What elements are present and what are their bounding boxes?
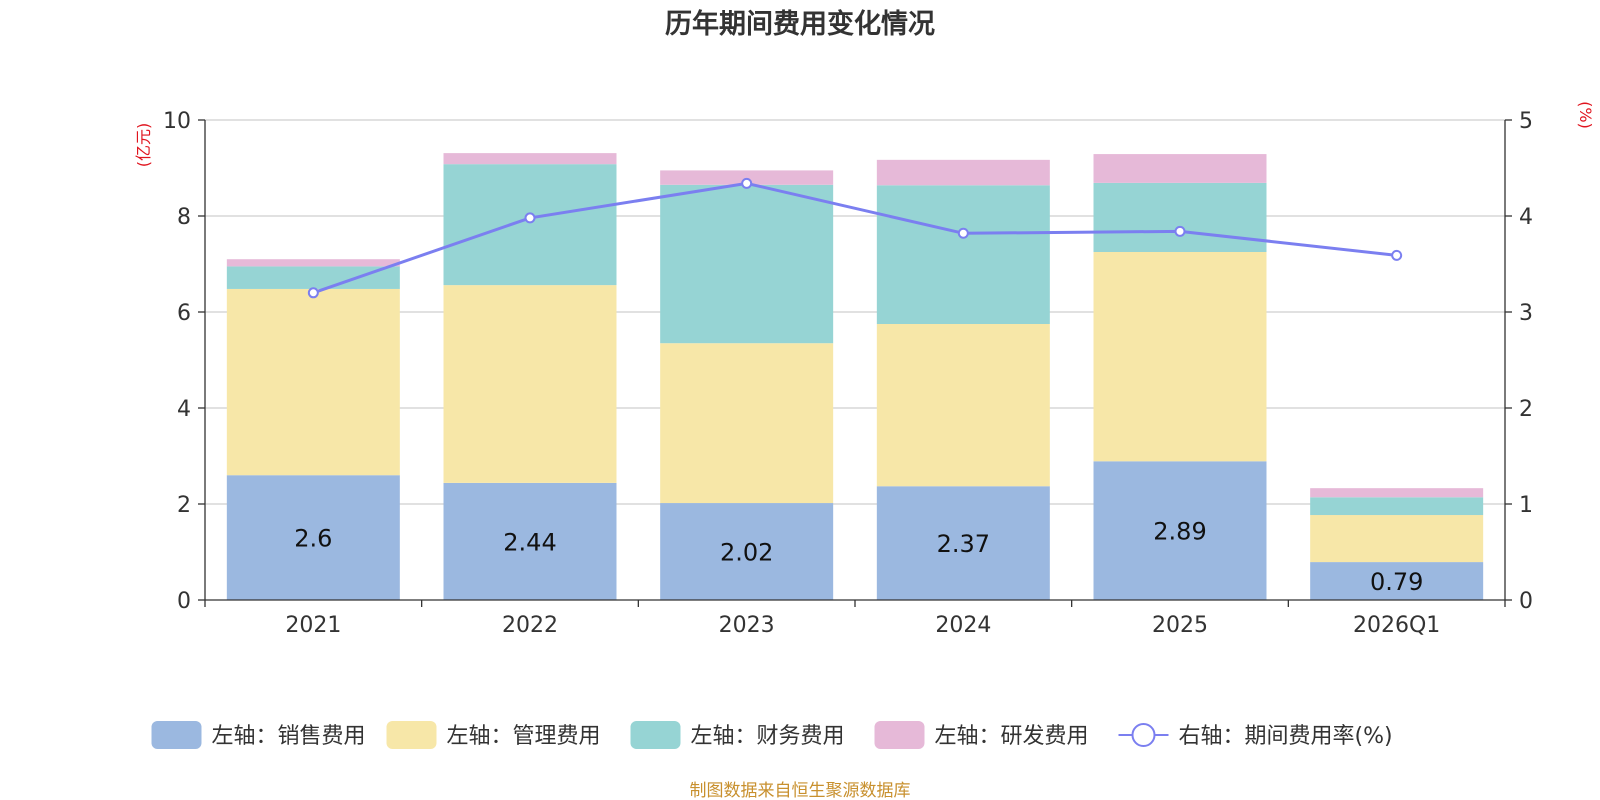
bar-segment	[226, 288, 400, 476]
left-axis-tick-label: 6	[177, 301, 191, 326]
axes: 0 2 4 6 8 10 0 1 2 3 4 5 2021 2022 2023 2024 2025 2026Q1	[163, 109, 1533, 638]
right-axis-tick-label: 4	[1519, 205, 1533, 230]
bar-segment	[1310, 488, 1484, 498]
right-axis-tick-label: 1	[1519, 493, 1533, 518]
bar-segment	[1310, 562, 1484, 600]
bar-group: 2.6 2.44 2.02 2.37 2.89 0.79	[226, 153, 1484, 600]
rate-line-point	[1174, 225, 1186, 237]
left-axis-tick-label: 10	[163, 109, 191, 134]
bar-segment	[876, 486, 1050, 600]
x-axis-tick-label: 2023	[719, 613, 775, 638]
bar-data-label: 2.44	[503, 528, 556, 556]
left-axis-tick-label: 0	[177, 589, 191, 614]
bar-segment	[443, 153, 617, 165]
bar-segment	[660, 170, 834, 185]
bar-segment	[660, 343, 834, 504]
x-axis-tick-label: 2024	[935, 613, 991, 638]
rate-line-point	[1391, 249, 1403, 261]
legend-marker-icon	[1131, 723, 1156, 747]
source-note: 制图数据来自恒生聚源数据库	[690, 781, 911, 800]
left-axis-unit: (亿元)	[134, 123, 153, 168]
x-axis-tick-label: 2025	[1152, 613, 1208, 638]
left-axis-tick-label: 2	[177, 493, 191, 518]
right-axis-tick-label: 5	[1519, 109, 1533, 134]
rate-line-point	[957, 227, 969, 239]
rate-line-point	[307, 287, 319, 299]
left-axis-tick-label: 8	[177, 205, 191, 230]
bar-segment	[1310, 497, 1484, 516]
legend-label: 右轴：期间费用率(%)	[1179, 724, 1393, 749]
legend-swatch	[874, 721, 925, 749]
bar-segment	[1310, 515, 1484, 563]
legend: 左轴：销售费用 左轴：管理费用 左轴：财务费用 左轴：研发费用 右轴：期间费用率(%)	[151, 721, 1393, 749]
x-axis-tick-label: 2022	[502, 613, 558, 638]
legend-label: 左轴：管理费用	[447, 724, 601, 749]
rate-line-group	[307, 177, 1403, 299]
gridlines	[205, 119, 1505, 505]
bar-segment	[443, 164, 617, 286]
bar-segment	[876, 185, 1050, 324]
legend-label: 左轴：财务费用	[691, 724, 845, 749]
legend-swatch	[630, 721, 681, 749]
rate-line-point	[741, 177, 753, 189]
bar-segment	[660, 503, 834, 600]
bar-data-label: 2.89	[1153, 518, 1206, 546]
bar-segment	[660, 184, 834, 344]
bar-segment	[226, 266, 400, 289]
x-axis-tick-label: 2026Q1	[1353, 613, 1440, 638]
bar-segment	[876, 159, 1050, 186]
legend-label: 左轴：销售费用	[212, 724, 366, 749]
x-axis-tick-label: 2021	[285, 613, 341, 638]
legend-label: 左轴：研发费用	[935, 724, 1089, 749]
bar-segment	[1093, 182, 1267, 252]
bar-segment	[226, 259, 400, 267]
right-axis-unit: (%)	[1576, 101, 1595, 129]
bar-data-label: 2.37	[937, 530, 990, 558]
bar-segment	[1093, 461, 1267, 600]
bar-segment	[1093, 154, 1267, 183]
chart-title: 历年期间费用变化情况	[665, 8, 935, 40]
right-axis-tick-label: 0	[1519, 589, 1533, 614]
legend-swatch	[386, 721, 437, 749]
rate-line	[312, 181, 1397, 295]
bar-segment	[443, 482, 617, 600]
bar-data-label: 2.6	[294, 525, 332, 553]
left-axis-tick-label: 4	[177, 397, 191, 422]
bar-segment	[443, 285, 617, 483]
bar-data-label: 2.02	[720, 539, 773, 567]
right-axis-tick-label: 2	[1519, 397, 1533, 422]
legend-swatch	[151, 721, 202, 749]
rate-line-point	[524, 212, 536, 224]
bar-segment	[226, 475, 400, 600]
bar-segment	[1093, 252, 1267, 462]
bar-segment	[876, 324, 1050, 487]
right-axis-tick-label: 3	[1519, 301, 1533, 326]
bar-data-label: 0.79	[1370, 568, 1423, 596]
